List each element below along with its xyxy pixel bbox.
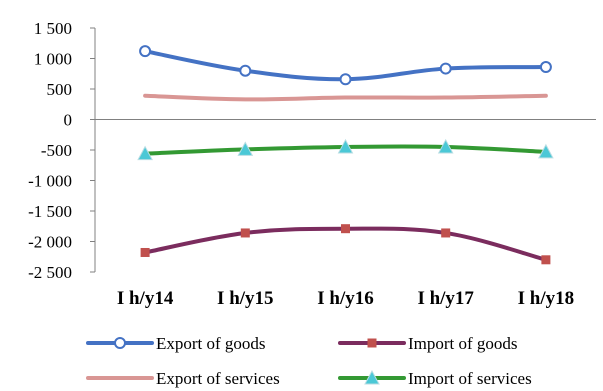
data-point [538,143,554,159]
data-point [364,369,380,385]
y-tick-label: -2 000 [28,233,72,252]
x-tick-label: I h/y18 [518,288,575,309]
series-export-of-goods [139,45,552,86]
data-point [337,138,354,154]
legend-label: Export of goods [156,334,266,353]
series-line [143,226,548,262]
data-point [539,61,552,74]
x-tick-label: I h/y17 [417,288,474,309]
y-tick-label: 1 000 [34,50,72,69]
series-import-of-goods [140,224,551,265]
x-tick-label: I h/y14 [117,288,174,309]
data-point [240,228,250,238]
series-line [143,93,548,102]
data-point [437,138,454,154]
data-point [114,337,126,349]
legend-item: Export of services [86,369,280,388]
data-point [339,73,352,86]
data-point [341,224,350,234]
legend-item: Import of services [338,369,532,388]
y-tick-label: 0 [64,111,73,130]
x-tick-label: I h/y16 [317,288,374,309]
y-tick-label: 500 [47,80,73,99]
data-point [140,247,150,257]
y-tick-label: 1 500 [34,19,72,38]
series-layer [137,45,554,265]
data-point [237,141,254,156]
legend-label: Import of services [408,369,532,388]
x-axis: I h/y14 I h/y15 I h/y16 I h/y17 I h/y18 [95,119,596,309]
y-tick-label: -2 500 [28,263,72,282]
data-point [367,338,377,348]
data-point [139,45,152,58]
data-point [439,62,452,75]
legend-label: Import of goods [408,334,518,353]
y-tick-label: -1 000 [28,172,72,191]
x-tick-label: I h/y15 [217,288,274,309]
data-point [137,145,153,161]
series-import-of-services [137,138,554,161]
legend: Export of goods Import of goods Export of … [86,334,532,388]
data-point [239,64,252,77]
legend-item: Import of goods [338,334,518,353]
data-point [541,255,551,265]
y-axis: 1 500 1 000 500 0 -500 -1 000 -1 500 -2 000 -2 5… [28,19,96,282]
y-tick-label: -1 500 [28,202,72,221]
data-point [441,228,451,238]
legend-item: Export of goods [86,334,266,353]
y-tick-label: -500 [41,141,72,160]
series-export-of-services [143,93,548,102]
legend-label: Export of services [156,369,280,388]
